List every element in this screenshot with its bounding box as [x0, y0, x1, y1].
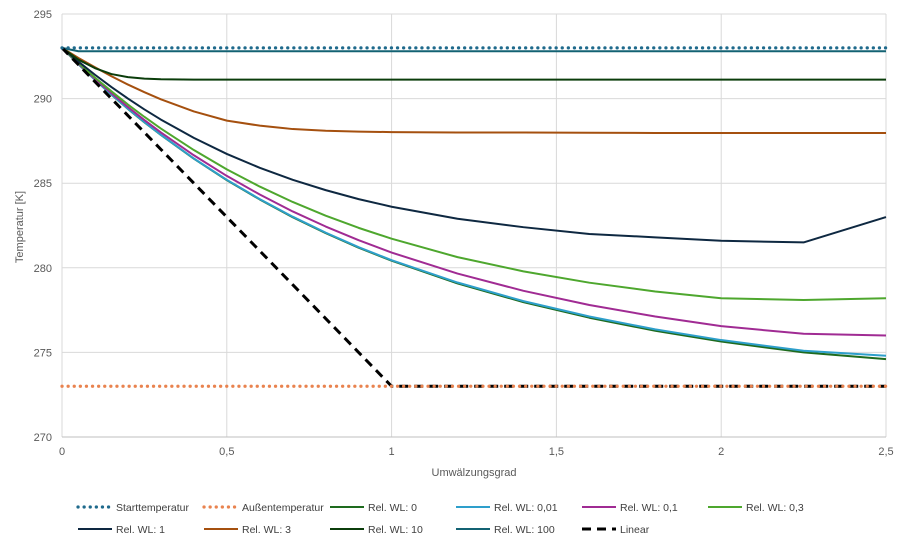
legend-item: Rel. WL: 1 [78, 524, 165, 536]
legend-label: Rel. WL: 10 [368, 524, 423, 536]
legend: Starttemperatur Außentemperatur Rel. WL: 0… [76, 502, 804, 536]
legend-item: Linear [582, 524, 650, 536]
grid-lines [61, 13, 887, 438]
x-axis-title: Umwälzungsgrad [432, 467, 517, 479]
legend-item: Rel. WL: 10 [330, 524, 423, 536]
legend-item: Starttemperatur [76, 502, 189, 514]
series-line-rel-wl-3 [61, 46, 886, 134]
x-tick-label: 0,5 [219, 446, 234, 458]
y-tick-label: 285 [34, 178, 52, 190]
series-line-rel-wl-0-3 [61, 47, 887, 301]
series-line-rel-wl-0 [61, 47, 887, 361]
legend-label: Rel. WL: 100 [494, 524, 555, 536]
legend-label: Außentemperatur [242, 502, 324, 514]
x-tick-label: 1,5 [549, 446, 564, 458]
y-axis-title: Temperatur [K] [14, 191, 26, 263]
x-tick-label: 2 [718, 446, 724, 458]
legend-label: Rel. WL: 1 [116, 524, 165, 536]
x-tick-label: 1 [389, 446, 395, 458]
legend-item: Außentemperatur [202, 502, 324, 514]
series-line-rel-wl-1 [61, 47, 887, 244]
y-tick-label: 280 [34, 263, 52, 275]
legend-label: Rel. WL: 0,1 [620, 502, 678, 514]
y-tick-label: 295 [34, 9, 52, 21]
series-line-rel-wl-100 [61, 46, 886, 53]
legend-item: Rel. WL: 0,01 [456, 502, 558, 514]
legend-item: Rel. WL: 0 [330, 502, 417, 514]
legend-label: Rel. WL: 3 [242, 524, 291, 536]
series-line-rel-wl-0-1 [61, 47, 887, 337]
legend-label: Rel. WL: 0,01 [494, 502, 558, 514]
legend-label: Rel. WL: 0 [368, 502, 417, 514]
series-line-linear [60, 46, 886, 388]
legend-item: Rel. WL: 3 [204, 524, 291, 536]
legend-label: Rel. WL: 0,3 [746, 502, 804, 514]
legend-label: Linear [620, 524, 650, 536]
x-tick-label: 0 [59, 446, 65, 458]
legend-item: Rel. WL: 100 [456, 524, 555, 536]
legend-item: Rel. WL: 0,3 [708, 502, 804, 514]
legend-label: Starttemperatur [116, 502, 189, 514]
legend-item: Rel. WL: 0,1 [582, 502, 678, 514]
tick-labels: 0 0,5 1 1,5 2 2,5 270 275 280 285 290 295 [34, 9, 894, 458]
x-tick-label: 2,5 [878, 446, 893, 458]
series-layer [60, 46, 888, 388]
y-tick-label: 275 [34, 347, 52, 359]
y-tick-label: 290 [34, 94, 52, 106]
series-line-rel-wl-10 [61, 47, 886, 81]
series-line-rel-wl-0-01 [61, 47, 887, 357]
y-tick-label: 270 [34, 432, 52, 444]
